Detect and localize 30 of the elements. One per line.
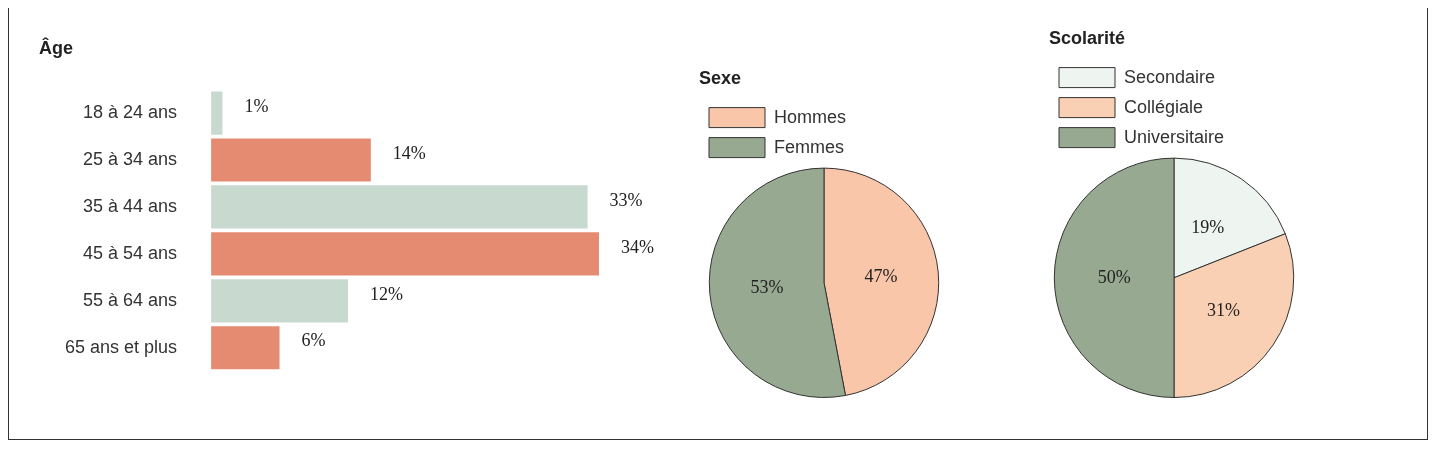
chart-title: Sexe	[699, 67, 742, 88]
chart-title: Scolarité	[1049, 27, 1126, 48]
data-label: 19%	[1191, 217, 1225, 238]
y-tick-label: 25 à 34 ans	[83, 148, 178, 169]
bar	[211, 326, 280, 370]
y-tick-label: 65 ans et plus	[65, 336, 178, 357]
legend-label: Universitaire	[1124, 126, 1225, 147]
data-label: 53%	[750, 276, 784, 297]
data-label: 12%	[369, 283, 403, 304]
data-label: 33%	[609, 189, 643, 210]
text: Âge	[39, 36, 74, 58]
y-tick-label: 18 à 24 ans	[83, 102, 178, 123]
data-label: 50%	[1097, 266, 1131, 287]
bar	[211, 232, 599, 276]
data-label: 34%	[621, 236, 654, 257]
y-tick-label: 45 à 54 ans	[83, 242, 178, 263]
legend-label: Hommes	[774, 106, 847, 127]
data-label: 14%	[392, 142, 426, 163]
bar	[211, 279, 348, 323]
bar	[211, 138, 371, 182]
data-label: 47%	[864, 266, 898, 287]
data-label: 1%	[244, 95, 269, 116]
legend-label: Collégiale	[1124, 96, 1204, 117]
data-label: 6%	[301, 330, 326, 351]
legend-label: Secondaire	[1124, 66, 1216, 87]
legend-label: Femmes	[774, 136, 845, 157]
y-tick-label: 35 à 44 ans	[83, 195, 178, 216]
bar	[211, 185, 588, 229]
y-tick-label: 55 à 64 ans	[83, 289, 178, 310]
data-label: 31%	[1207, 300, 1240, 321]
